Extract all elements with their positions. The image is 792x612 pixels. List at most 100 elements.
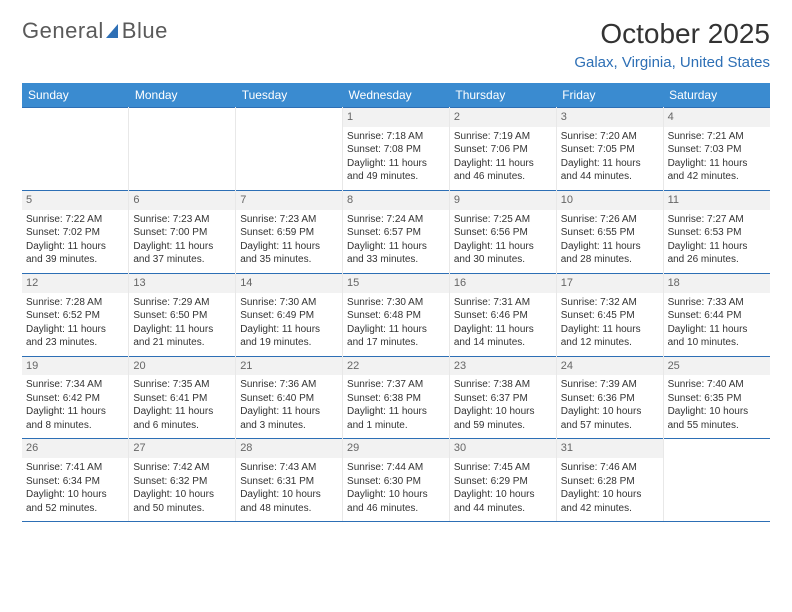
- sunset-line: Sunset: 6:56 PM: [454, 226, 552, 240]
- daylight-line: Daylight: 11 hours and 21 minutes.: [133, 323, 231, 350]
- sunrise-line: Sunrise: 7:18 AM: [347, 130, 445, 144]
- sunrise-line: Sunrise: 7:24 AM: [347, 213, 445, 227]
- sunset-line: Sunset: 6:28 PM: [561, 475, 659, 489]
- sunset-line: Sunset: 6:40 PM: [240, 392, 338, 406]
- sunset-line: Sunset: 7:02 PM: [26, 226, 124, 240]
- sunset-line: Sunset: 7:00 PM: [133, 226, 231, 240]
- sunset-line: Sunset: 6:34 PM: [26, 475, 124, 489]
- daylight-line: Daylight: 11 hours and 3 minutes.: [240, 405, 338, 432]
- day-number: 20: [129, 357, 235, 376]
- calendar-cell: 12Sunrise: 7:28 AMSunset: 6:52 PMDayligh…: [22, 273, 129, 356]
- day-number: 18: [664, 274, 770, 293]
- calendar-header-row: SundayMondayTuesdayWednesdayThursdayFrid…: [22, 83, 770, 108]
- sunrise-line: Sunrise: 7:41 AM: [26, 461, 124, 475]
- calendar-col-header: Tuesday: [236, 83, 343, 108]
- day-number: 5: [22, 191, 128, 210]
- day-number: 19: [22, 357, 128, 376]
- day-number: 24: [557, 357, 663, 376]
- day-number: 6: [129, 191, 235, 210]
- day-number: 7: [236, 191, 342, 210]
- sunset-line: Sunset: 6:30 PM: [347, 475, 445, 489]
- daylight-line: Daylight: 11 hours and 6 minutes.: [133, 405, 231, 432]
- title-block: October 2025 Galax, Virginia, United Sta…: [574, 18, 770, 71]
- sunset-line: Sunset: 6:37 PM: [454, 392, 552, 406]
- sunrise-line: Sunrise: 7:28 AM: [26, 296, 124, 310]
- day-number: 14: [236, 274, 342, 293]
- calendar-cell: 11 Sunrise: 7:27 AMSunset: 6:53 PMDayligh…: [663, 190, 770, 273]
- brand-triangle-icon: [106, 24, 118, 38]
- calendar-cell: 21 Sunrise: 7:36 AMSunset: 6:40 PMDayligh…: [236, 356, 343, 439]
- calendar-cell: .: [129, 108, 236, 191]
- sunset-line: Sunset: 6:32 PM: [133, 475, 231, 489]
- sunrise-line: Sunrise: 7:30 AM: [347, 296, 445, 310]
- calendar-col-header: Saturday: [663, 83, 770, 108]
- daylight-line: Daylight: 11 hours and 30 minutes.: [454, 240, 552, 267]
- daylight-line: Daylight: 11 hours and 17 minutes.: [347, 323, 445, 350]
- sunset-line: Sunset: 6:53 PM: [668, 226, 766, 240]
- sunrise-line: Sunrise: 7:23 AM: [133, 213, 231, 227]
- sunset-line: Sunset: 6:44 PM: [668, 309, 766, 323]
- daylight-line: Daylight: 10 hours and 59 minutes.: [454, 405, 552, 432]
- day-number: 2: [450, 108, 556, 127]
- calendar-cell: .: [236, 108, 343, 191]
- sunset-line: Sunset: 6:55 PM: [561, 226, 659, 240]
- calendar-cell: 27Sunrise: 7:42 AMSunset: 6:32 PMDayligh…: [129, 439, 236, 522]
- daylight-line: Daylight: 10 hours and 50 minutes.: [133, 488, 231, 515]
- calendar-cell: 2Sunrise: 7:19 AMSunset: 7:06 PMDaylight…: [449, 108, 556, 191]
- sunset-line: Sunset: 7:06 PM: [454, 143, 552, 157]
- sunrise-line: Sunrise: 7:35 AM: [133, 378, 231, 392]
- sunset-line: Sunset: 6:38 PM: [347, 392, 445, 406]
- sunrise-line: Sunrise: 7:23 AM: [240, 213, 338, 227]
- sunset-line: Sunset: 7:08 PM: [347, 143, 445, 157]
- sunrise-line: Sunrise: 7:39 AM: [561, 378, 659, 392]
- calendar-col-header: Monday: [129, 83, 236, 108]
- day-number: 11: [664, 191, 770, 210]
- calendar-cell: 13Sunrise: 7:29 AMSunset: 6:50 PMDayligh…: [129, 273, 236, 356]
- day-number: 23: [450, 357, 556, 376]
- calendar-cell: 4Sunrise: 7:21 AMSunset: 7:03 PMDaylight…: [663, 108, 770, 191]
- calendar-table: SundayMondayTuesdayWednesdayThursdayFrid…: [22, 83, 770, 522]
- calendar-row: 26Sunrise: 7:41 AMSunset: 6:34 PMDayligh…: [22, 439, 770, 522]
- sunrise-line: Sunrise: 7:25 AM: [454, 213, 552, 227]
- daylight-line: Daylight: 11 hours and 1 minute.: [347, 405, 445, 432]
- daylight-line: Daylight: 11 hours and 28 minutes.: [561, 240, 659, 267]
- brand-logo: General Blue: [22, 18, 168, 44]
- calendar-row: 12Sunrise: 7:28 AMSunset: 6:52 PMDayligh…: [22, 273, 770, 356]
- day-number: 10: [557, 191, 663, 210]
- sunrise-line: Sunrise: 7:37 AM: [347, 378, 445, 392]
- sunset-line: Sunset: 7:05 PM: [561, 143, 659, 157]
- sunset-line: Sunset: 6:49 PM: [240, 309, 338, 323]
- sunset-line: Sunset: 6:46 PM: [454, 309, 552, 323]
- calendar-cell: 15Sunrise: 7:30 AMSunset: 6:48 PMDayligh…: [343, 273, 450, 356]
- daylight-line: Daylight: 10 hours and 52 minutes.: [26, 488, 124, 515]
- month-title: October 2025: [574, 18, 770, 50]
- calendar-row: 5Sunrise: 7:22 AMSunset: 7:02 PMDaylight…: [22, 190, 770, 273]
- sunset-line: Sunset: 6:29 PM: [454, 475, 552, 489]
- sunset-line: Sunset: 7:03 PM: [668, 143, 766, 157]
- daylight-line: Daylight: 11 hours and 39 minutes.: [26, 240, 124, 267]
- daylight-line: Daylight: 11 hours and 46 minutes.: [454, 157, 552, 184]
- calendar-row: 19Sunrise: 7:34 AMSunset: 6:42 PMDayligh…: [22, 356, 770, 439]
- sunset-line: Sunset: 6:31 PM: [240, 475, 338, 489]
- day-number: 12: [22, 274, 128, 293]
- calendar-cell: .: [663, 439, 770, 522]
- day-number: 31: [557, 439, 663, 458]
- day-number: 9: [450, 191, 556, 210]
- sunrise-line: Sunrise: 7:29 AM: [133, 296, 231, 310]
- location-text: Galax, Virginia, United States: [574, 54, 770, 71]
- calendar-cell: 20Sunrise: 7:35 AMSunset: 6:41 PMDayligh…: [129, 356, 236, 439]
- sunset-line: Sunset: 6:45 PM: [561, 309, 659, 323]
- sunset-line: Sunset: 6:48 PM: [347, 309, 445, 323]
- calendar-col-header: Thursday: [449, 83, 556, 108]
- daylight-line: Daylight: 11 hours and 26 minutes.: [668, 240, 766, 267]
- sunrise-line: Sunrise: 7:27 AM: [668, 213, 766, 227]
- calendar-cell: 30Sunrise: 7:45 AMSunset: 6:29 PMDayligh…: [449, 439, 556, 522]
- sunrise-line: Sunrise: 7:36 AM: [240, 378, 338, 392]
- day-number: 26: [22, 439, 128, 458]
- calendar-cell: 10Sunrise: 7:26 AMSunset: 6:55 PMDayligh…: [556, 190, 663, 273]
- day-number: 21: [236, 357, 342, 376]
- calendar-cell: 22Sunrise: 7:37 AMSunset: 6:38 PMDayligh…: [343, 356, 450, 439]
- sunset-line: Sunset: 6:59 PM: [240, 226, 338, 240]
- brand-word1: General: [22, 18, 104, 44]
- day-number: 28: [236, 439, 342, 458]
